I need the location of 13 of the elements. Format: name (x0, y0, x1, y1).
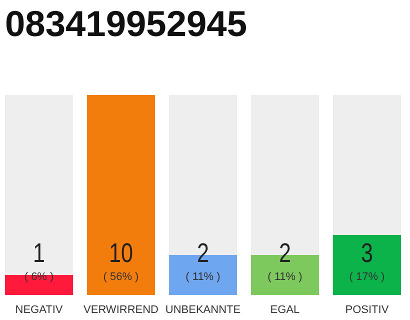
x-tick-label: POSITIV (345, 304, 390, 316)
data-label: 1 (33, 238, 46, 269)
data-label: 3 (360, 238, 373, 269)
annotation: ( 11% ) (186, 271, 220, 283)
x-tick-label: NEGATIV (15, 304, 64, 316)
x-tick-label: VERWIRREND (84, 304, 159, 316)
annotation: ( 56% ) (103, 271, 139, 283)
chart-title: 083419952945 (5, 3, 247, 44)
x-tick-label: UNBEKANNTE (165, 304, 241, 316)
annotation: ( 11% ) (268, 271, 302, 283)
data-label: 10 (109, 238, 134, 269)
annotation: ( 17% ) (349, 271, 385, 283)
x-tick-label: EGAL (270, 304, 300, 316)
